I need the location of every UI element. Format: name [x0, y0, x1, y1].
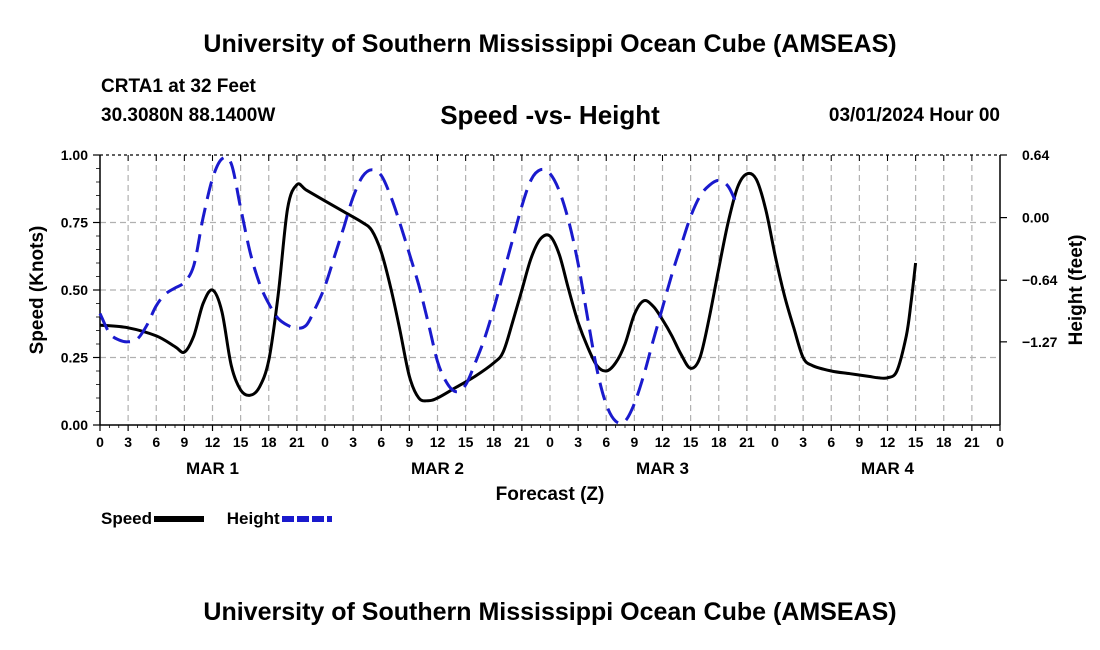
x-tick-label: 21: [514, 434, 530, 450]
x-tick-label: 15: [683, 434, 699, 450]
x-tick-label: 9: [180, 434, 188, 450]
x-tick-label: 6: [377, 434, 385, 450]
legend-swatch-speed: [154, 516, 205, 522]
x-tick-label: 21: [964, 434, 980, 450]
page-title: University of Southern Mississippi Ocean…: [203, 30, 897, 58]
x-tick-label: 3: [574, 434, 582, 450]
x-tick-label: 0: [996, 434, 1004, 450]
station-coordinates: 30.3080N 88.1400W: [101, 105, 276, 126]
series-line-speed: [99, 171, 918, 403]
y-tick-label: 0.25: [61, 350, 88, 366]
y-axis-title: Speed (Knots): [27, 226, 48, 355]
station-name: CRTA1 at 32 Feet: [101, 76, 256, 97]
legend-label-speed: Speed: [101, 509, 153, 528]
x-tick-label: 12: [655, 434, 671, 450]
y-tick-label: 0.50: [61, 282, 88, 298]
x-tick-label: 18: [711, 434, 727, 450]
x-tick-label: 9: [405, 434, 413, 450]
x-tick-label: 0: [96, 434, 104, 450]
y2-axis-title: Height (feet): [1066, 235, 1087, 346]
x-day-label: MAR 1: [186, 459, 239, 478]
x-tick-label: 0: [546, 434, 554, 450]
x-tick-label: 18: [486, 434, 502, 450]
x-tick-label: 3: [124, 434, 132, 450]
x-tick-label: 18: [261, 434, 277, 450]
x-axis-title: Forecast (Z): [496, 484, 605, 505]
y2-tick-label: −0.64: [1022, 272, 1058, 288]
x-tick-label: 21: [739, 434, 755, 450]
y2-tick-label: −1.27: [1022, 334, 1058, 350]
x-tick-label: 12: [880, 434, 896, 450]
x-tick-label: 6: [152, 434, 160, 450]
legend-label-height: Height: [226, 509, 280, 528]
x-day-label: MAR 3: [636, 459, 689, 478]
legend-swatch-height: [281, 516, 332, 522]
x-tick-label: 15: [908, 434, 924, 450]
forecast-datetime: 03/01/2024 Hour 00: [828, 105, 1000, 126]
y-tick-label: 0.75: [61, 215, 88, 231]
page-title-repeat: University of Southern Mississippi Ocean…: [203, 598, 897, 626]
x-tick-label: 9: [855, 434, 863, 450]
y-tick-label: 0.00: [61, 417, 88, 433]
legend: Speed Height: [101, 509, 350, 529]
legend-item-height: Height: [227, 509, 332, 529]
x-day-label: MAR 4: [861, 459, 914, 478]
x-tick-label: 0: [771, 434, 779, 450]
y2-tick-label: 0.00: [1022, 210, 1049, 226]
x-tick-label: 9: [630, 434, 638, 450]
x-day-label: MAR 2: [411, 459, 464, 478]
legend-item-speed: Speed: [101, 509, 205, 529]
x-tick-label: 6: [602, 434, 610, 450]
chart-title: Speed -vs- Height: [440, 100, 660, 130]
x-tick-label: 3: [799, 434, 807, 450]
x-tick-label: 6: [827, 434, 835, 450]
x-tick-label: 3: [349, 434, 357, 450]
x-tick-label: 12: [205, 434, 221, 450]
x-tick-label: 15: [458, 434, 474, 450]
x-tick-label: 18: [936, 434, 952, 450]
y-tick-label: 1.00: [61, 147, 88, 163]
x-tick-label: 21: [289, 434, 305, 450]
series-line-height: [98, 155, 739, 425]
y2-tick-label: 0.64: [1022, 147, 1049, 163]
x-tick-label: 0: [321, 434, 329, 450]
x-tick-label: 15: [233, 434, 249, 450]
x-tick-label: 12: [430, 434, 446, 450]
